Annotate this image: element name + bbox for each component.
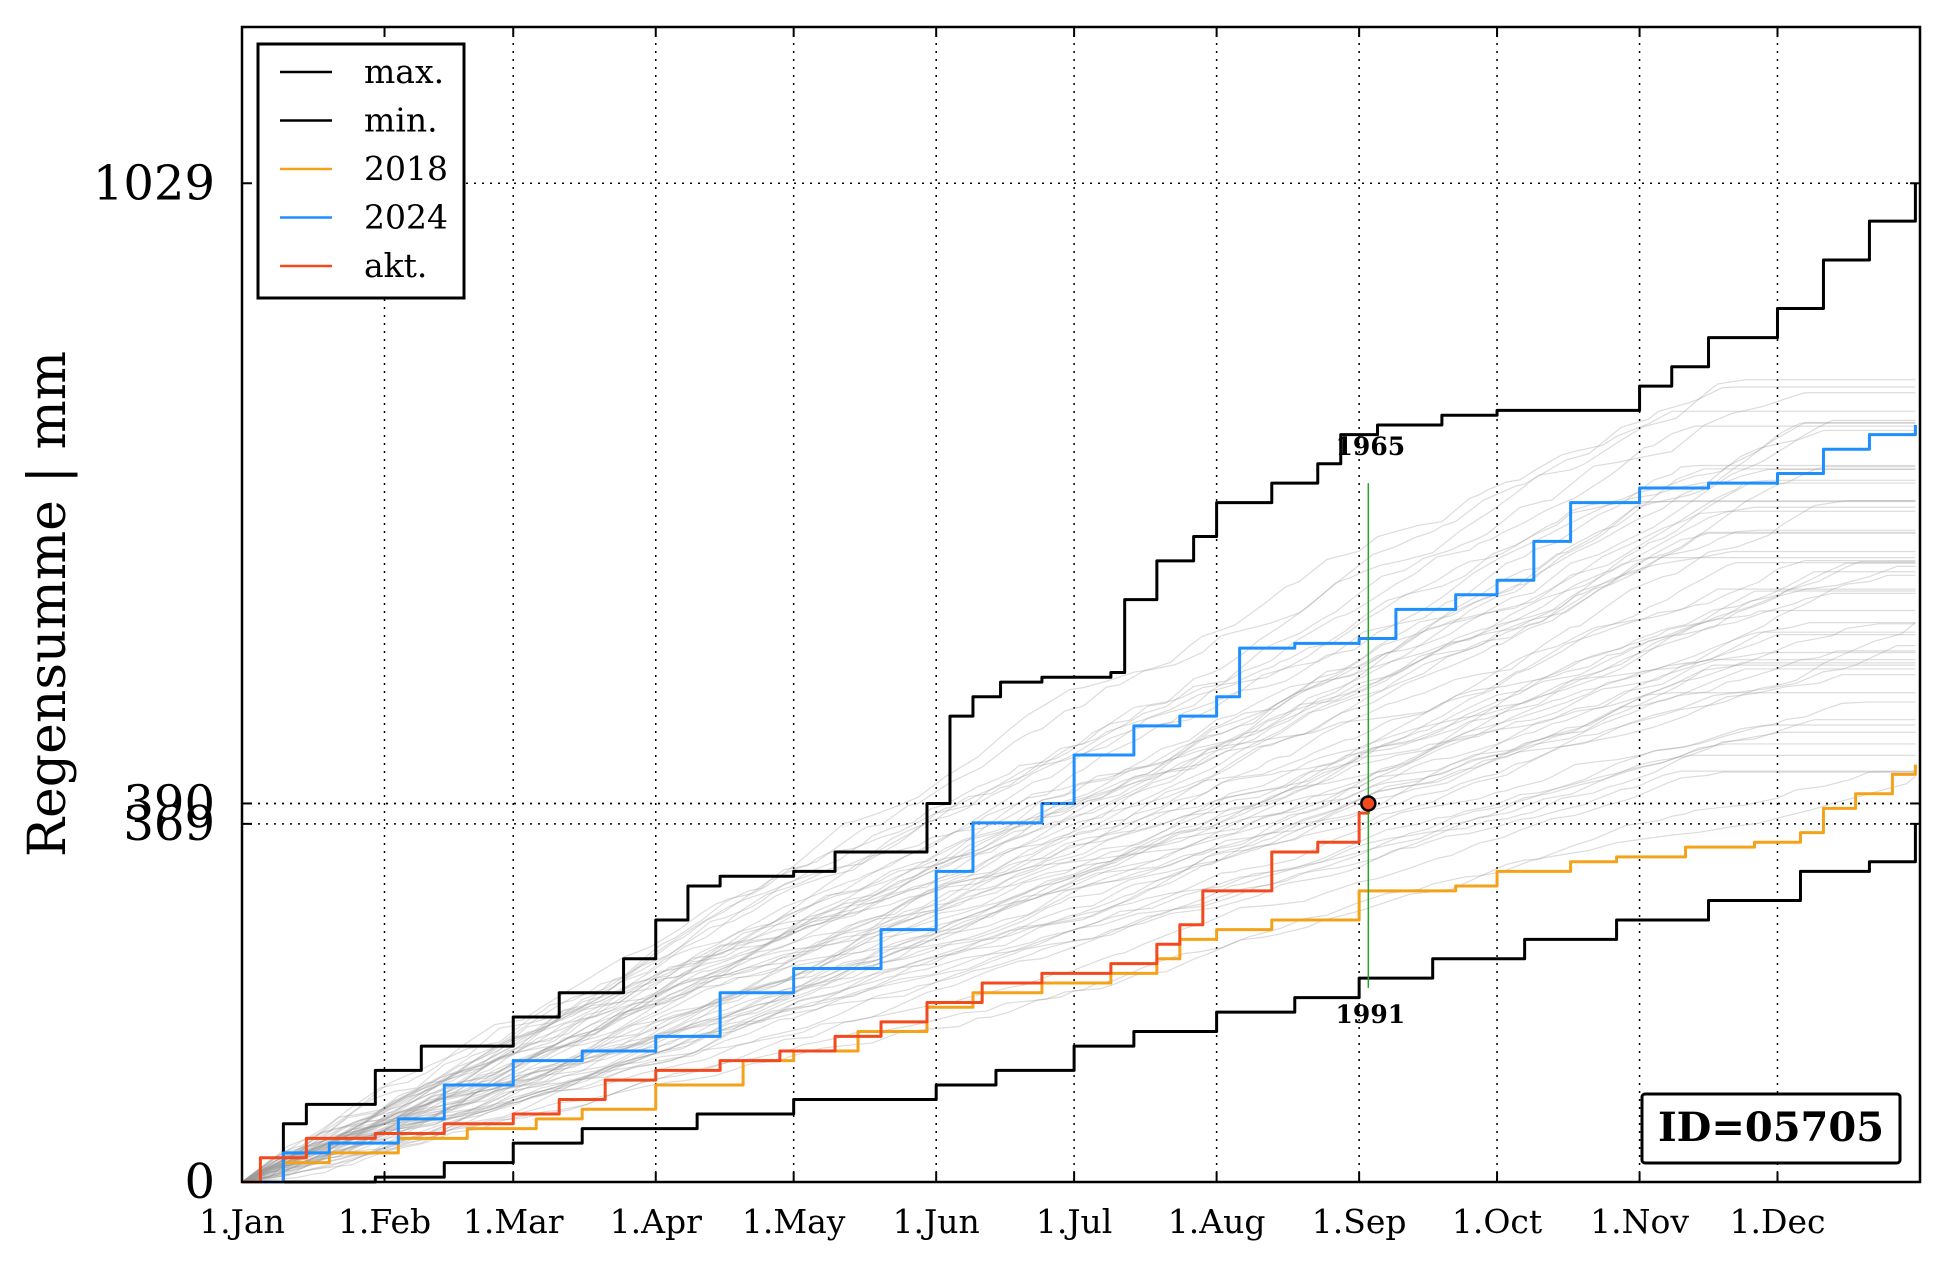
historical-year-line	[241, 731, 1916, 1183]
historical-year-line	[241, 410, 1916, 1183]
historical-year-line	[241, 500, 1916, 1183]
historical-year-line	[241, 550, 1916, 1183]
y-tick-label: 369	[123, 796, 215, 852]
station-id-frame	[1640, 1092, 1902, 1165]
y-tick-label: 0	[184, 1154, 215, 1210]
series-line-2024	[242, 424, 1917, 1184]
historical-year-line	[241, 386, 1916, 1183]
legend-label: min.	[364, 101, 438, 140]
annotation-year-label: 1965	[1336, 432, 1406, 461]
historical-year-line	[241, 659, 1916, 1183]
historical-year-line	[241, 622, 1916, 1183]
historical-year-line	[241, 425, 1916, 1183]
historical-year-line	[241, 754, 1916, 1183]
historical-year-line	[241, 574, 1916, 1183]
y-axis-label: Regensumme | mm	[18, 351, 78, 857]
x-tick-label: 1.Dec	[1730, 1202, 1826, 1241]
historical-year-line	[241, 771, 1916, 1183]
historical-year-line	[241, 588, 1916, 1183]
historical-year-line	[241, 650, 1916, 1183]
historical-year-line	[241, 776, 1916, 1183]
historical-year-line	[241, 392, 1916, 1183]
historical-year-line	[241, 701, 1916, 1183]
historical-year-line	[241, 634, 1916, 1183]
legend-frame	[256, 42, 466, 300]
station-id-box: ID=05705	[1640, 1092, 1902, 1165]
historical-year-line	[241, 674, 1916, 1183]
historical-year-line	[241, 531, 1916, 1183]
x-tick-label: 1.Jul	[1036, 1202, 1113, 1241]
historical-year-line	[241, 668, 1916, 1183]
series-layer	[242, 183, 1917, 1184]
historical-year-line	[241, 719, 1916, 1183]
series-line-akt	[242, 803, 1370, 1184]
historical-year-line	[241, 622, 1916, 1183]
historical-year-line	[241, 571, 1916, 1183]
plot-frame	[240, 25, 1922, 1184]
station-id-label: ID=05705	[1658, 1104, 1884, 1151]
historical-year-line	[241, 623, 1916, 1183]
x-tick-label: 1.May	[742, 1202, 846, 1241]
historical-year-line	[241, 529, 1916, 1183]
x-tick-label: 1.Mar	[463, 1202, 564, 1241]
x-tick-label: 1.Jan	[199, 1202, 285, 1241]
legend: max. min. 2018 2024 akt.	[256, 42, 466, 300]
historical-year-line	[241, 560, 1916, 1183]
historical-year-line	[241, 651, 1916, 1183]
historical-year-line	[241, 532, 1916, 1183]
historical-year-line	[241, 770, 1916, 1183]
historical-year-line	[241, 692, 1916, 1183]
historical-year-line	[241, 379, 1916, 1183]
historical-year-line	[241, 482, 1916, 1183]
historical-year-line	[241, 609, 1916, 1183]
historical-year-line	[241, 565, 1916, 1183]
historical-year-line	[241, 468, 1916, 1183]
x-tick-label: 1.Feb	[338, 1202, 431, 1241]
historical-year-line	[241, 562, 1916, 1183]
historical-years-lines	[241, 379, 1916, 1183]
historical-year-line	[241, 743, 1916, 1183]
historical-year-line	[241, 724, 1916, 1183]
x-tick-label: 1.Apr	[610, 1202, 702, 1241]
historical-year-line	[241, 466, 1916, 1183]
legend-label: 2018	[364, 149, 448, 188]
historical-year-line	[241, 662, 1916, 1183]
x-tick-label: 1.Oct	[1452, 1202, 1542, 1241]
historical-year-line	[241, 479, 1916, 1183]
x-tick-label: 1.Sep	[1312, 1202, 1407, 1241]
historical-year-line	[241, 429, 1916, 1183]
historical-year-line	[241, 771, 1916, 1183]
legend-label: akt.	[364, 246, 427, 285]
y-tick-label: 390	[123, 775, 215, 831]
y-tick-label: 1029	[93, 155, 215, 211]
historical-year-line	[241, 506, 1916, 1183]
historical-year-line	[241, 631, 1916, 1183]
series-line-max	[242, 183, 1917, 1184]
series-line-min	[242, 823, 1917, 1184]
historical-year-line	[241, 592, 1916, 1183]
historical-year-line	[241, 556, 1916, 1183]
x-tick-label: 1.Nov	[1590, 1202, 1689, 1241]
historical-year-line	[241, 645, 1916, 1183]
annotation-layer: 1965 1991	[242, 432, 1920, 1029]
x-tick-label: 1.Jun	[893, 1202, 980, 1241]
legend-label: max.	[364, 52, 444, 91]
x-tick-label: 1.Aug	[1168, 1202, 1266, 1241]
current-value-marker	[1360, 795, 1377, 812]
historical-year-line	[241, 559, 1916, 1183]
legend-label: 2024	[364, 198, 448, 237]
ticks-layer: 1.Jan 1.Feb 1.Mar 1.Apr 1.May 1.Jun 1.Jul 1.Aug…	[93, 27, 1920, 1241]
historical-year-line	[241, 562, 1916, 1183]
historical-year-line	[241, 468, 1916, 1183]
historical-year-line	[241, 664, 1916, 1183]
annotation-year-label: 1991	[1336, 1000, 1406, 1029]
